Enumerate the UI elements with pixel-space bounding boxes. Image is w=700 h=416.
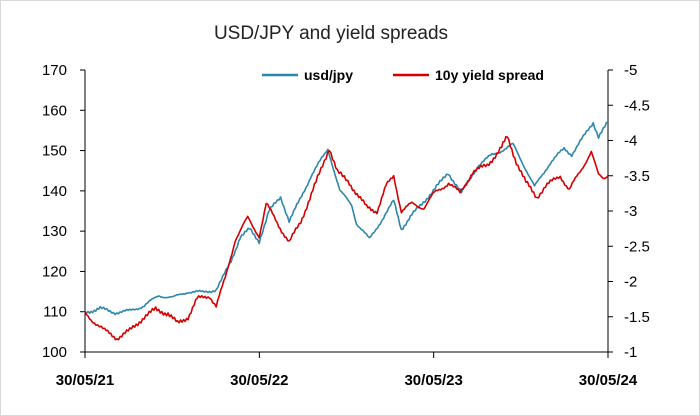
y-left-tick-label: 130 [42, 223, 67, 240]
y-right-tick-label: -1.5 [624, 309, 650, 326]
y-right-tick-label: -1 [624, 344, 637, 361]
axes: 100 110 120 130 140 150 160 170 -1 -1.5 -2 -2.5 -3 -3… [42, 62, 650, 389]
x-tick-label: 30/05/22 [230, 372, 288, 389]
chart-title: USD/JPY and yield spreads [214, 23, 448, 44]
y-left-tick-label: 100 [42, 344, 67, 361]
y-right-tick-label: -3 [624, 203, 637, 220]
x-tick-label: 30/05/23 [404, 372, 462, 389]
y-right-tick-label: -2 [624, 274, 637, 291]
y-right-tick-label: -3.5 [624, 168, 650, 185]
y-right-tick-label: -2.5 [624, 238, 650, 255]
x-tick-label: 30/05/21 [56, 372, 114, 389]
y-left-tick-label: 110 [43, 304, 67, 321]
series-lines [84, 121, 609, 341]
y-left-tick-label: 160 [42, 102, 67, 119]
y-left-tick-label: 140 [42, 183, 67, 200]
legend-label-spread: 10y yield spread [435, 67, 544, 83]
y-left-tick-label: 120 [42, 263, 67, 280]
legend-label-usdjpy: usd/jpy [304, 67, 353, 83]
x-tick-label: 30/05/24 [579, 372, 638, 389]
y-right-tick-label: -4 [624, 133, 637, 150]
series-line-usdjpy [84, 121, 609, 316]
y-right-tick-label: -5 [624, 62, 637, 79]
series-line-spread [84, 135, 609, 341]
y-left-tick-label: 170 [42, 62, 67, 79]
y-right-tick-label: -4.5 [624, 97, 650, 114]
legend: usd/jpy 10y yield spread [262, 67, 544, 83]
y-left-tick-label: 150 [42, 143, 67, 160]
